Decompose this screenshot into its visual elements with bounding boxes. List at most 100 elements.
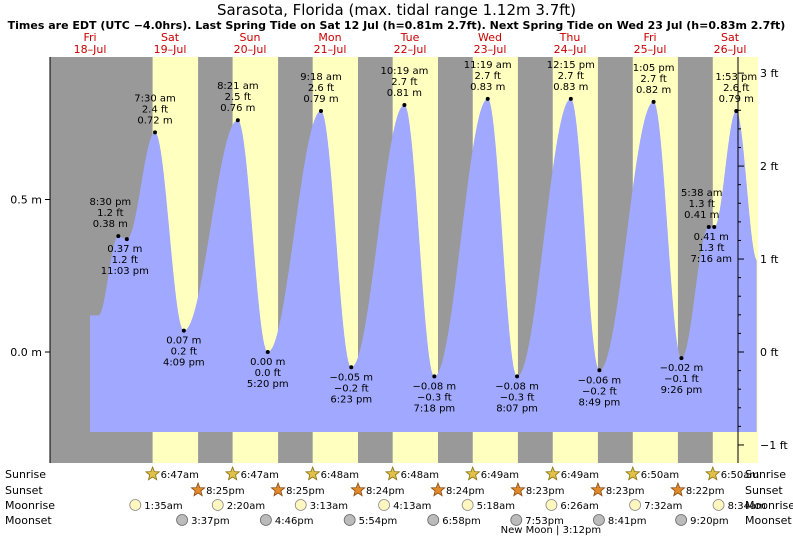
high-tide-label: 11:19 am <box>464 60 512 71</box>
moonset-icon <box>675 514 687 526</box>
high-tide-label: 0.41 m <box>684 210 719 221</box>
moonrise-icon <box>629 499 641 511</box>
moonrise-time: 3:13am <box>310 501 348 512</box>
low-tide-label: 8:07 pm <box>496 403 538 414</box>
day-date: 24–Jul <box>554 43 587 56</box>
sunset-icon <box>430 481 446 497</box>
moonrise-time: 4:13am <box>393 501 431 512</box>
extreme-point <box>734 109 739 114</box>
high-tide-label: 2.6 ft <box>308 83 334 94</box>
sunset-time: 8:25pm <box>206 486 245 497</box>
high-tide-label: 1:05 pm <box>633 63 675 74</box>
moonrise-time: 6:26am <box>560 501 598 512</box>
low-tide-label: −0.3 ft <box>500 392 535 403</box>
moonrise-icon <box>129 499 142 511</box>
moonset-icon <box>510 514 523 526</box>
high-tide-label: 0.79 m <box>303 94 338 105</box>
high-tide-label: 2.7 ft <box>391 77 417 88</box>
low-tide-label: 0.07 m <box>166 336 201 347</box>
extreme-point <box>235 118 240 123</box>
day-name: Sat <box>161 31 180 44</box>
high-tide-label: 0.79 m <box>719 94 754 105</box>
high-tide-label: 0.83 m <box>553 82 588 93</box>
new-moon-label: New Moon | 3:12pm <box>501 525 601 536</box>
sunrise-icon <box>545 465 561 481</box>
high-tide-label: 8:30 pm <box>89 197 131 208</box>
low-tide-label: 0.2 ft <box>171 347 197 358</box>
moonset-time: 4:46pm <box>275 516 314 527</box>
sunrise-icon <box>384 465 401 481</box>
moonrise-icon <box>294 499 307 511</box>
extreme-point <box>515 374 520 379</box>
high-tide-label: 7:30 am <box>134 93 176 104</box>
day-labels: Fri18–JulSat19–JulSun20–JulMon21–JulTue2… <box>74 31 747 56</box>
moonrise-icon <box>211 499 224 511</box>
moonset-time: 9:20pm <box>690 516 729 527</box>
row-label-right: Sunset <box>745 484 783 497</box>
sunset-icon <box>670 481 686 497</box>
extreme-point <box>651 99 656 104</box>
row-label-left: Sunrise <box>5 468 46 481</box>
chart-subtitle: Times are EDT (UTC −4.0hrs). Last Spring… <box>7 19 786 32</box>
high-tide-label: 0.81 m <box>387 88 422 99</box>
sunset-time: 8:22pm <box>686 486 725 497</box>
sunset-time: 8:23pm <box>606 486 645 497</box>
low-tide-label: 0.41 m <box>694 232 729 243</box>
sunset-time: 8:24pm <box>366 486 405 497</box>
high-tide-label: 2.4 ft <box>142 104 168 115</box>
low-tide-label: 1.2 ft <box>112 255 138 266</box>
extreme-point <box>402 102 407 107</box>
sunrise-time: 6:50am <box>641 470 679 481</box>
moonset-time: 7:53pm <box>525 516 564 527</box>
moonrise-icon <box>461 499 474 511</box>
row-label-right: Moonrise <box>745 499 793 512</box>
high-tide-label: 2.7 ft <box>475 71 501 82</box>
low-tide-label: −0.1 ft <box>664 374 699 385</box>
high-tide-label: 2.7 ft <box>558 71 584 82</box>
row-label-right: Moonset <box>745 514 792 527</box>
day-name: Tue <box>400 31 420 44</box>
low-tide-label: 7:18 pm <box>413 403 455 414</box>
chart-title: Sarasota, Florida (max. tidal range 1.12… <box>217 1 576 19</box>
sunrise-icon <box>224 465 241 481</box>
low-tide-label: 4:09 pm <box>163 358 205 369</box>
low-tide-label: −0.08 m <box>413 381 457 392</box>
day-date: 18–Jul <box>74 43 107 56</box>
sunrise-time: 6:49am <box>561 470 599 481</box>
moonrise-time: 1:35am <box>144 501 182 512</box>
high-tide-label: 1:53 pm <box>715 72 757 83</box>
extreme-point <box>319 109 323 114</box>
moonrise-time: 8:34am <box>728 501 766 512</box>
extreme-point <box>124 237 129 242</box>
sunrise-time: 6:49am <box>481 470 519 481</box>
sunset-icon <box>350 481 366 497</box>
high-tide-label: 9:18 am <box>300 72 342 83</box>
axes: 0.5 m 0.0 m 3 ft 2 ft 1 ft 0 ft −1 ft <box>10 57 788 463</box>
moonset-icon <box>343 514 356 526</box>
moonrise-icon <box>545 499 558 511</box>
low-tide-label: −0.2 ft <box>582 386 617 397</box>
moonset-time: 8:41pm <box>608 516 647 527</box>
extreme-point <box>116 234 121 239</box>
high-tide-label: 0.72 m <box>137 115 172 126</box>
extreme-point <box>568 96 573 101</box>
left-tick-label: 0.0 m <box>10 346 42 359</box>
moonset-icon <box>259 514 272 526</box>
high-tide-label: 12:15 pm <box>547 60 595 71</box>
sunrise-icon <box>144 465 161 481</box>
sunrise-icon <box>304 465 321 481</box>
high-tide-label: 0.76 m <box>220 103 255 114</box>
high-tide-label: 10:19 am <box>380 66 428 77</box>
row-label-left: Moonset <box>5 514 52 527</box>
day-date: 21–Jul <box>314 43 347 56</box>
high-tide-label: 1.3 ft <box>689 199 715 210</box>
sunset-icon <box>590 481 606 497</box>
low-tide-label: −0.02 m <box>660 363 704 374</box>
day-name: Thu <box>559 31 581 44</box>
high-tide-label: 0.38 m <box>93 219 128 230</box>
low-tide-label: 7:16 am <box>690 254 732 265</box>
low-tide-label: −0.3 ft <box>417 392 452 403</box>
high-tide-label: 8:21 am <box>217 81 259 92</box>
